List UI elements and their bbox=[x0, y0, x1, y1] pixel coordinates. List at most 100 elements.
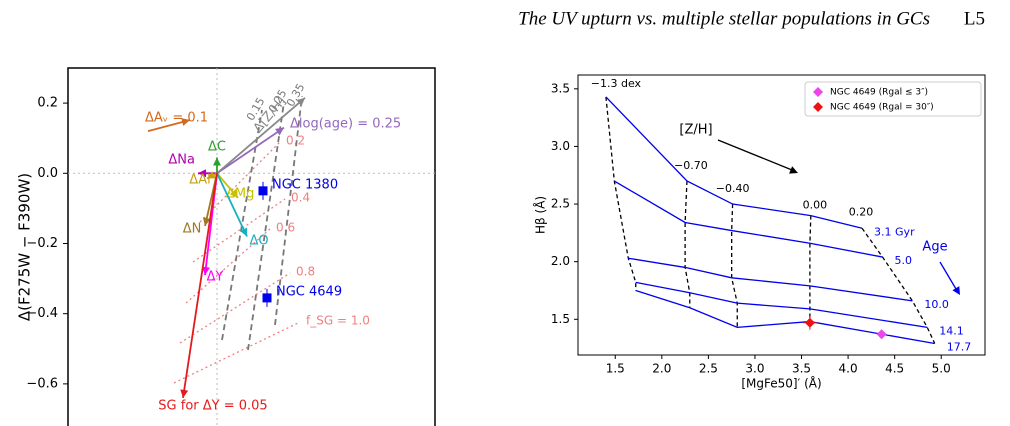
iso-metallicity-line bbox=[731, 204, 738, 328]
arrow-head bbox=[198, 169, 206, 178]
vector-label: ΔAl bbox=[189, 173, 210, 188]
iso-age-line bbox=[635, 289, 935, 345]
fsg-label: 0.4 bbox=[291, 191, 310, 205]
fsg-label: 0.8 bbox=[296, 265, 315, 279]
arrow-head bbox=[201, 266, 210, 276]
metallicity-title: [Z/H] bbox=[679, 123, 712, 138]
metallicity-label: 0.20 bbox=[849, 205, 874, 218]
x-tick-label: 1.5 bbox=[606, 362, 625, 376]
metallicity-arrow bbox=[717, 139, 793, 171]
vector-label: ΔMg bbox=[226, 187, 254, 202]
y-tick-label: 0.2 bbox=[37, 96, 58, 111]
y-axis-label: Δ(F275W − F390W) bbox=[16, 173, 34, 321]
galaxy-point bbox=[258, 186, 268, 196]
vector-label: ΔO bbox=[249, 234, 268, 249]
x-tick-label: 3.0 bbox=[745, 362, 764, 376]
y-axis-label: Hβ (Å) bbox=[533, 196, 548, 234]
vector-label: ΔNa bbox=[168, 153, 195, 168]
plot-frame bbox=[67, 67, 436, 426]
vector-label: SG for ΔY = 0.05 bbox=[158, 399, 267, 414]
fsg-line bbox=[199, 141, 281, 223]
vector-arrow bbox=[216, 97, 306, 174]
y-tick-label: 2.5 bbox=[551, 197, 570, 211]
fsg-line bbox=[173, 321, 301, 384]
age-title: Age bbox=[922, 240, 947, 255]
fsg-label: 0.6 bbox=[276, 221, 295, 235]
age-label: 10.0 bbox=[924, 298, 949, 311]
age-label: 3.1 Gyr bbox=[874, 225, 915, 238]
iso-metallicity-line bbox=[605, 96, 637, 291]
galaxy-point bbox=[876, 329, 887, 340]
iso-metallicity-line bbox=[861, 227, 936, 344]
age-arrow bbox=[939, 261, 957, 290]
vector-label: ΔY bbox=[207, 270, 224, 285]
galaxy-point bbox=[262, 293, 272, 303]
arrow-head bbox=[202, 217, 211, 226]
metallicity-label: −0.40 bbox=[716, 182, 750, 195]
vector-label: ΔC bbox=[208, 140, 226, 155]
legend-label: NGC 4649 (Rgal ≤ 3″) bbox=[830, 88, 928, 98]
arrow-head bbox=[181, 118, 190, 126]
iso-age-line bbox=[605, 96, 863, 229]
vector-arrow bbox=[216, 126, 285, 175]
y-tick-label: 1.5 bbox=[551, 312, 570, 326]
fsg-label: 0.2 bbox=[286, 134, 305, 148]
iso-metallicity-line bbox=[809, 215, 812, 322]
zh-line bbox=[221, 109, 263, 341]
fsg-line bbox=[179, 272, 291, 344]
vector-label: Δlog(age) = 0.25 bbox=[290, 117, 401, 132]
x-tick-label: 4.0 bbox=[839, 362, 858, 376]
metallicity-label: −0.70 bbox=[674, 159, 708, 172]
x-tick-label: 2.0 bbox=[652, 362, 671, 376]
page-number: L5 bbox=[964, 8, 985, 29]
arrow-head bbox=[275, 127, 284, 136]
zh-line bbox=[247, 101, 285, 351]
legend-label: NGC 4649 (Rgal = 30″) bbox=[830, 103, 934, 113]
legend-frame bbox=[804, 81, 982, 117]
iso-age-line bbox=[628, 257, 913, 302]
plot-frame bbox=[577, 74, 986, 356]
fsg-label: f_SG = 1.0 bbox=[306, 314, 370, 328]
arrow-head bbox=[207, 171, 216, 179]
y-tick-label: 3.0 bbox=[551, 139, 570, 153]
vector-label: ΔN bbox=[183, 222, 202, 237]
y-tick-label: 2.0 bbox=[551, 254, 570, 268]
iso-metallicity-line bbox=[684, 180, 691, 308]
arrow-head bbox=[239, 227, 248, 237]
arrow-head bbox=[296, 97, 305, 107]
y-tick-label: 0.0 bbox=[37, 166, 58, 181]
arrow-head bbox=[229, 189, 238, 198]
y-tick-label: −0.6 bbox=[26, 376, 58, 391]
legend-marker bbox=[813, 87, 823, 97]
age-label: 5.0 bbox=[895, 254, 913, 267]
metallicity-label: −1.3 dex bbox=[591, 77, 642, 90]
age-label: 14.1 bbox=[939, 324, 964, 337]
iso-age-line bbox=[635, 281, 928, 328]
age-label: 17.7 bbox=[947, 340, 972, 353]
arrow-head bbox=[789, 166, 798, 174]
y-tick-label: −0.4 bbox=[26, 306, 58, 321]
iso-age-line bbox=[613, 180, 883, 258]
arrow-head bbox=[952, 286, 960, 295]
x-tick-label: 4.5 bbox=[885, 362, 904, 376]
zh-line bbox=[274, 95, 303, 326]
arrow-head bbox=[180, 389, 189, 398]
vector-arrow bbox=[216, 172, 248, 237]
x-axis-label: [MgFe50]′ (Å) bbox=[741, 376, 821, 391]
galaxy-point bbox=[804, 317, 815, 328]
fsg-line bbox=[185, 228, 271, 304]
y-tick-label: −0.2 bbox=[26, 236, 58, 251]
galaxy-label: NGC 4649 bbox=[276, 284, 342, 299]
y-tick-label: 3.5 bbox=[551, 81, 570, 95]
fsg-line bbox=[192, 198, 286, 263]
metallicity-label: 0.00 bbox=[803, 199, 828, 212]
arrow-head bbox=[213, 157, 221, 166]
x-tick-label: 5.0 bbox=[932, 362, 951, 376]
x-tick-label: 2.5 bbox=[699, 362, 718, 376]
x-tick-label: 3.5 bbox=[792, 362, 811, 376]
vector-arrow bbox=[182, 173, 218, 399]
running-title: The UV upturn vs. multiple stellar popul… bbox=[518, 8, 930, 29]
galaxy-label: NGC 1380 bbox=[272, 177, 338, 192]
vector-label: ΔAᵥ = 0.1 bbox=[145, 111, 208, 126]
